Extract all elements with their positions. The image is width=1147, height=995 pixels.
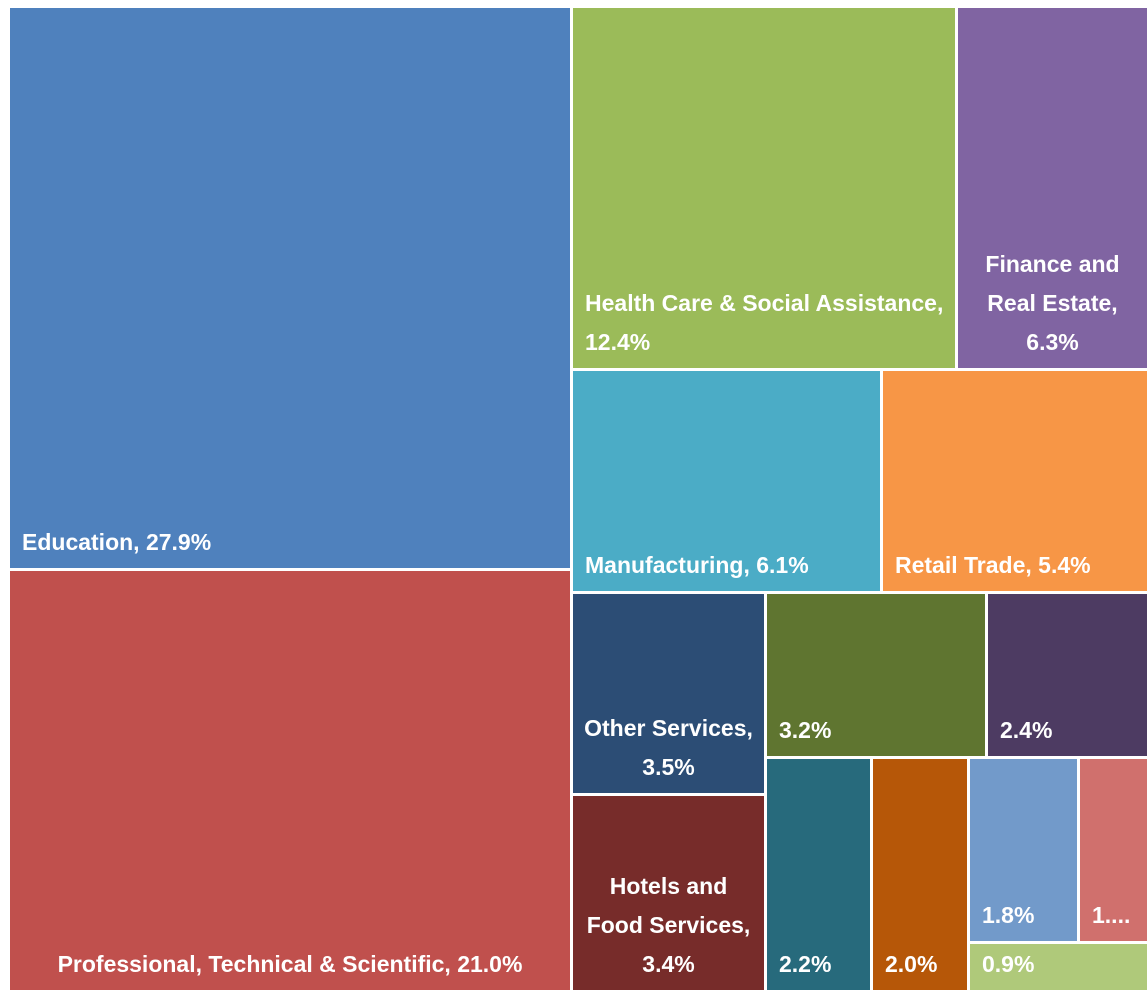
- tile: [958, 8, 1147, 368]
- label-line: Retail Trade, 5.4%: [895, 552, 1091, 578]
- tile: [767, 759, 870, 990]
- label-line: Health Care & Social Assistance,: [585, 290, 943, 316]
- tile: [1080, 759, 1147, 941]
- tile: [767, 594, 985, 756]
- tile: [10, 571, 570, 990]
- label-line: Other Services,: [584, 715, 753, 741]
- label-line: 3.4%: [642, 951, 694, 977]
- label-line: 2.0%: [885, 951, 937, 977]
- tile: [970, 944, 1147, 990]
- tile-label: 1....: [1092, 902, 1130, 928]
- tile-label: 1.8%: [982, 902, 1034, 928]
- label-line: Manufacturing, 6.1%: [585, 552, 809, 578]
- label-line: 2.4%: [1000, 717, 1052, 743]
- label-line: 3.2%: [779, 717, 831, 743]
- label-line: 6.3%: [1026, 329, 1078, 355]
- label-line: 0.9%: [982, 951, 1034, 977]
- tile: [988, 594, 1147, 756]
- tile-label: Education, 27.9%: [22, 529, 211, 555]
- tile-label: Other Services, 3.5%: [584, 715, 753, 780]
- tile-label: 2.4%: [1000, 717, 1052, 743]
- label-line: Food Services,: [587, 912, 751, 938]
- label-line: Professional, Technical & Scientific, 21…: [58, 951, 523, 977]
- tile: [573, 8, 955, 368]
- tile-label: Manufacturing, 6.1%: [585, 552, 809, 578]
- tile: [573, 796, 764, 990]
- label-line: 1....: [1092, 902, 1130, 928]
- tile: [573, 371, 880, 591]
- label-line: Hotels and: [610, 873, 728, 899]
- tile-label: 2.2%: [779, 951, 831, 977]
- label-line: 1.8%: [982, 902, 1034, 928]
- tile: [970, 759, 1077, 941]
- tile-label: Professional, Technical & Scientific, 21…: [58, 951, 523, 977]
- label-line: 2.2%: [779, 951, 831, 977]
- tile-label: Finance and Real Estate, 6.3%: [985, 251, 1119, 355]
- label-line: 3.5%: [642, 754, 694, 780]
- tile-label: Health Care & Social Assistance, 12.4%: [585, 290, 943, 355]
- tile: [573, 594, 764, 793]
- tile-label: 3.2%: [779, 717, 831, 743]
- label-line: Finance and: [985, 251, 1119, 277]
- label-line: Education, 27.9%: [22, 529, 211, 555]
- tile-label: 0.9%: [982, 951, 1034, 977]
- tile: [873, 759, 967, 990]
- tile-label: Hotels and Food Services, 3.4%: [587, 873, 751, 977]
- tile-label: 2.0%: [885, 951, 937, 977]
- tile: [10, 8, 570, 568]
- tile-label: Retail Trade, 5.4%: [895, 552, 1091, 578]
- label-line: 12.4%: [585, 329, 650, 355]
- label-line: Real Estate,: [987, 290, 1117, 316]
- tile: [883, 371, 1147, 591]
